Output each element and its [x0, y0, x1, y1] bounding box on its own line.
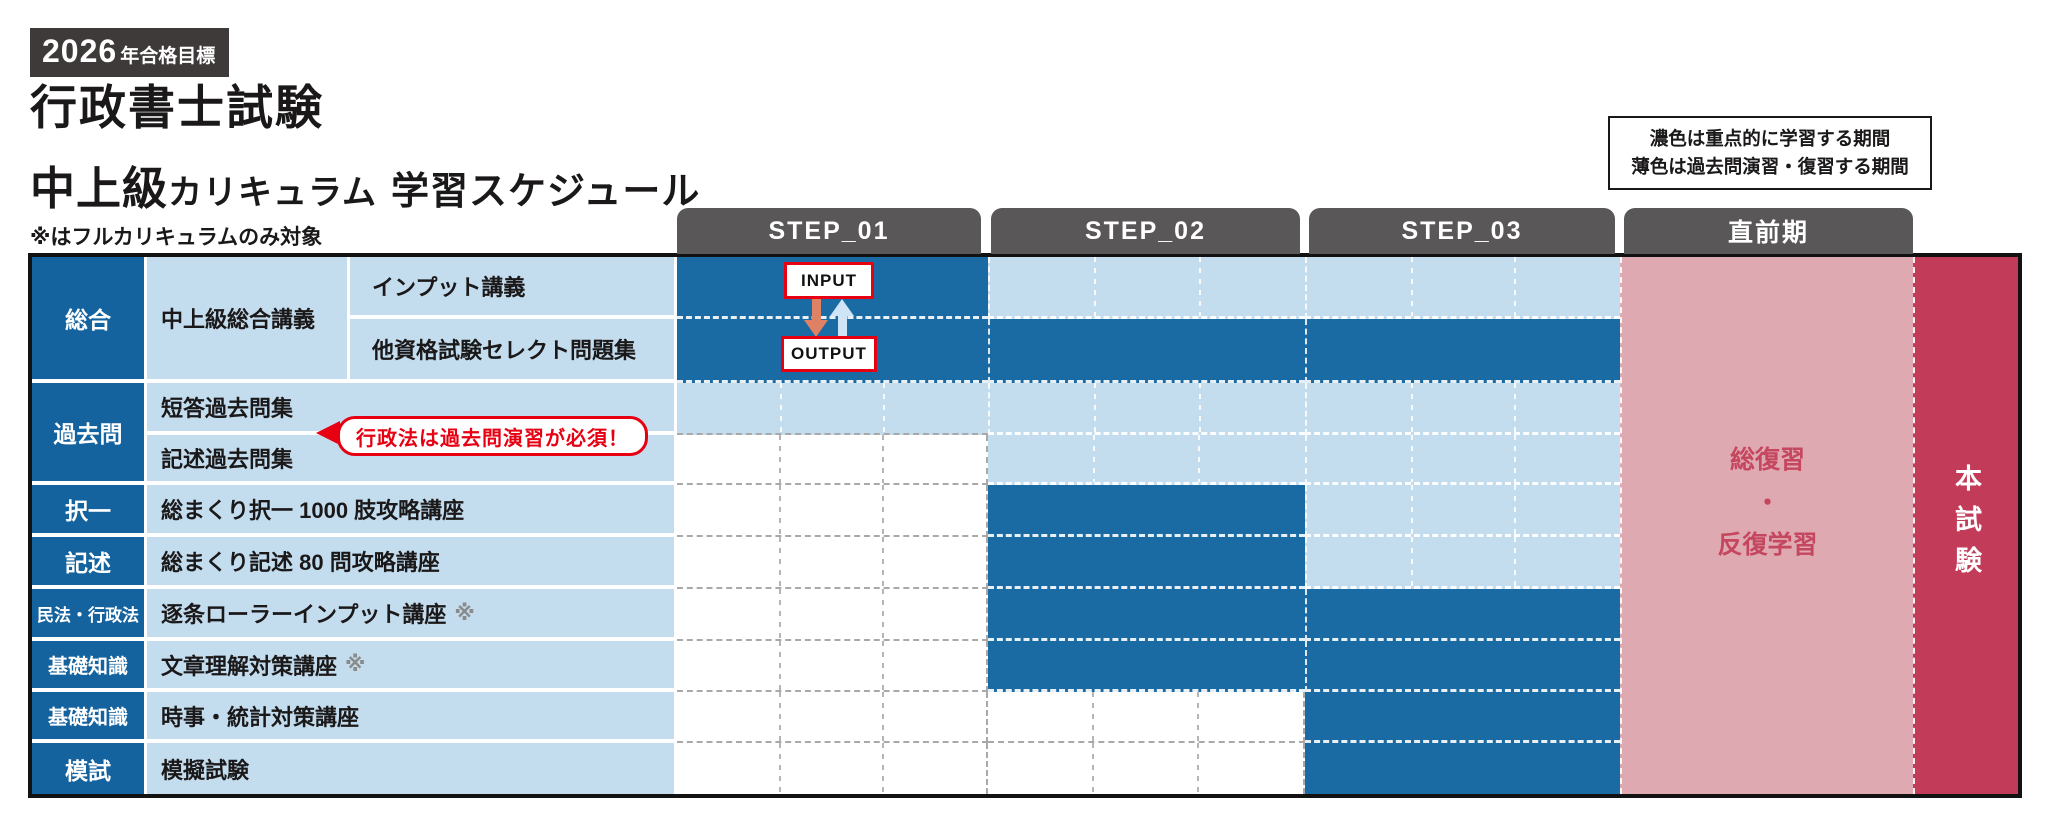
final-review-line1: 総復習 — [1729, 446, 1805, 475]
period-cell — [1305, 383, 1620, 435]
category-takuitsu: 択一 — [32, 485, 147, 537]
period-cell — [1305, 319, 1620, 383]
final-review-column: 総復習 ・ 反復学習 — [1620, 257, 1913, 794]
period-cell — [1305, 743, 1620, 794]
period-cell — [677, 485, 988, 537]
full-curriculum-mark: ※ — [345, 653, 366, 676]
course-chuujoukyuu-sougou: 中上級総合講義 — [147, 257, 350, 383]
period-cell — [1305, 485, 1620, 537]
color-legend-box: 濃色は重点的に学習する期間 薄色は過去問演習・復習する期間 — [1608, 116, 1932, 190]
period-cell — [1305, 692, 1620, 743]
period-cell — [677, 383, 988, 435]
period-cell — [988, 537, 1305, 589]
course-takuitsu-1000: 総まくり択一 1000 肢攻略講座 — [147, 485, 677, 537]
course-bunshou-rikai: 文章理解対策講座 ※ — [147, 641, 677, 692]
period-cell — [677, 641, 988, 692]
period-cell — [988, 589, 1305, 641]
badge-suffix: 年合格目標 — [120, 46, 216, 67]
category-sougou: 総合 — [32, 257, 147, 383]
sub-input-kougi: インプット講義 — [350, 257, 677, 319]
period-cell — [988, 257, 1305, 319]
output-box: OUTPUT — [781, 336, 877, 372]
category-moshi: 模試 — [32, 743, 147, 794]
page-title: 行政書士試験 — [30, 81, 324, 134]
period-cell — [988, 485, 1305, 537]
period-cell — [1305, 537, 1620, 589]
category-minpou-gyouseihou: 民法・行政法 — [32, 589, 147, 641]
period-cell — [988, 319, 1305, 383]
year-goal-badge: 2026 年合格目標 — [30, 28, 230, 77]
final-review-line3: 反復学習 — [1717, 531, 1818, 560]
period-cell — [677, 692, 988, 743]
period-cell — [988, 692, 1305, 743]
course-kijutsu-80: 総まくり記述 80 問攻略講座 — [147, 537, 677, 589]
category-kisochishiki-2: 基礎知識 — [32, 692, 147, 743]
final-review-separator-dot: ・ — [1754, 488, 1780, 517]
category-kakomon: 過去問 — [32, 383, 147, 485]
period-cell — [677, 589, 988, 641]
course-mogi-shiken: 模擬試験 — [147, 743, 677, 794]
period-cell — [1305, 641, 1620, 692]
full-curriculum-note: ※はフルカリキュラムのみ対象 — [30, 226, 323, 249]
gyouseihou-callout: 行政法は過去問演習が必須！ — [337, 416, 648, 456]
exam-column: 本試験 — [1913, 257, 2018, 794]
subtitle-curriculum: カリキュラム — [168, 174, 377, 212]
period-cell — [677, 743, 988, 794]
page-subtitle: 中上級 カリキュラム 学習スケジュール — [30, 166, 700, 211]
tab-step-02: STEP_02 — [991, 208, 1300, 254]
period-cell — [677, 435, 988, 485]
period-cell — [1305, 257, 1620, 319]
category-kijutsu: 記述 — [32, 537, 147, 589]
course-chikujou-roller: 逐条ローラーインプット講座 ※ — [147, 589, 677, 641]
tab-chokuzenki: 直前期 — [1624, 208, 1913, 254]
full-curriculum-mark: ※ — [454, 601, 475, 625]
course-label: 文章理解対策講座 — [161, 653, 338, 679]
course-label: 逐条ローラーインプット講座 — [161, 602, 447, 627]
callout-arrow-left-icon — [316, 421, 340, 445]
subtitle-schedule: 学習スケジュール — [391, 171, 701, 213]
period-cell — [988, 435, 1305, 485]
input-box: INPUT — [784, 262, 874, 299]
legend-light-line: 薄色は過去問演習・復習する期間 — [1631, 155, 1909, 177]
legend-dark-line: 濃色は重点的に学習する期間 — [1649, 128, 1891, 149]
sub-select-mondaishuu: 他資格試験セレクト問題集 — [350, 319, 677, 383]
period-cell — [677, 537, 988, 589]
schedule-table: 総合 過去問 択一 記述 民法・行政法 基礎知識 基礎知識 模試 中上級総合講義… — [28, 253, 2022, 798]
subtitle-level: 中上級 — [30, 163, 169, 214]
arrow-down-icon — [804, 299, 828, 337]
period-cell — [988, 743, 1305, 794]
period-cell — [988, 641, 1305, 692]
period-cell — [988, 383, 1305, 435]
arrow-up-icon — [830, 299, 854, 337]
period-cell — [1305, 435, 1620, 485]
badge-year: 2026 — [42, 33, 118, 69]
course-jiji-toukei: 時事・統計対策講座 — [147, 692, 677, 743]
exam-label: 本試験 — [1951, 464, 1981, 587]
tab-step-01: STEP_01 — [677, 208, 981, 254]
tab-step-03: STEP_03 — [1309, 208, 1615, 254]
period-cell — [1305, 589, 1620, 641]
category-kisochishiki-1: 基礎知識 — [32, 641, 147, 692]
